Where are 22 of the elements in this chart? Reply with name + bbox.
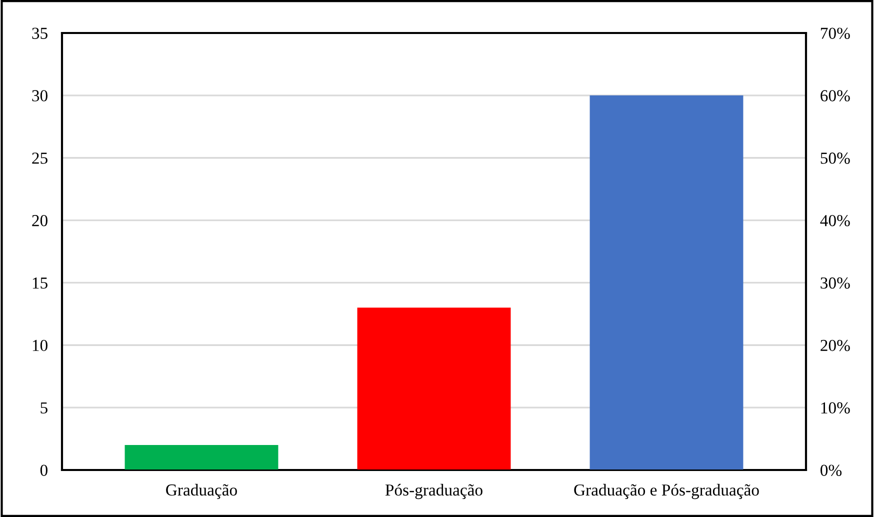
x-tick-label: Graduação e Pós-graduação bbox=[574, 484, 759, 500]
x-tick-label: Pós-graduação bbox=[385, 484, 482, 500]
y-tick-label: 25 bbox=[32, 152, 48, 164]
y-tick-label: 0 bbox=[40, 464, 48, 476]
y2-tick-label: 70% bbox=[820, 28, 850, 39]
y-tick-label: 15 bbox=[32, 277, 48, 289]
y2-tick-label: 0% bbox=[820, 464, 842, 476]
y-tick-label: 35 bbox=[32, 28, 48, 39]
bar bbox=[357, 308, 511, 470]
y-tick-label: 5 bbox=[40, 402, 48, 414]
bar bbox=[590, 95, 744, 470]
y-tick-label: 30 bbox=[32, 90, 48, 102]
y-tick-label: 20 bbox=[32, 214, 48, 226]
y2-tick-label: 10% bbox=[821, 402, 850, 414]
x-tick-label: Graduação bbox=[166, 484, 237, 500]
y2-tick-label: 60% bbox=[820, 90, 850, 102]
y2-tick-label: 20% bbox=[820, 340, 850, 352]
y2-tick-label: 50% bbox=[820, 152, 850, 164]
y2-tick-label: 40% bbox=[820, 214, 850, 226]
y2-tick-label: 30% bbox=[820, 277, 850, 289]
y-tick-label: 10 bbox=[32, 340, 48, 352]
bar bbox=[124, 445, 278, 470]
